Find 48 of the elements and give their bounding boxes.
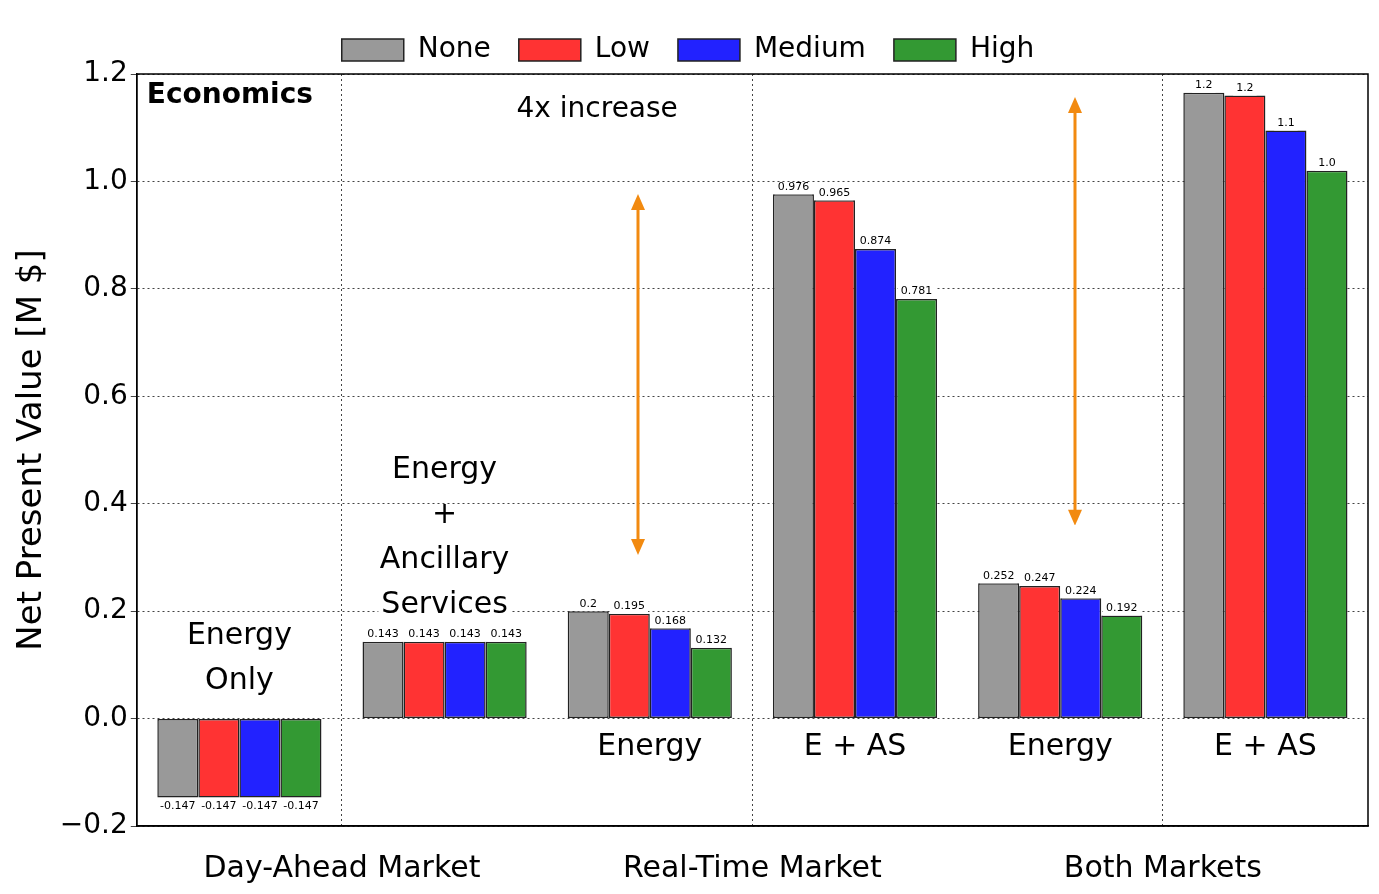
data-label: -0.147 (242, 798, 278, 812)
data-label: 1.0 (1318, 156, 1336, 170)
y-axis-title: Net Present Value [M $] (9, 249, 50, 651)
data-label: 0.224 (1064, 583, 1097, 597)
legend-label: None (417, 31, 491, 65)
y-tick-label: 0.0 (83, 699, 128, 733)
legend-label: Low (594, 31, 650, 65)
data-label: 0.143 (449, 627, 481, 641)
x-tick-label: Energy Only (186, 616, 292, 697)
data-label: -0.147 (283, 798, 319, 812)
x-tick-label: E + AS (1214, 727, 1317, 763)
data-label: 0.195 (613, 599, 646, 613)
y-tick-label: 0.8 (83, 270, 128, 304)
y-tick-label: 0.6 (83, 377, 128, 411)
text: Both Markets (1063, 848, 1262, 884)
data-label: 0.247 (1023, 571, 1056, 585)
data-label: 0.2 (579, 596, 597, 610)
data-label: 0.168 (654, 613, 687, 627)
x-tick-label: E + AS (803, 727, 907, 763)
y-tick-label: 0.2 (83, 592, 128, 626)
legend-label: Medium (753, 31, 866, 65)
text: Day-Ahead Market (203, 848, 481, 884)
x-tick-label: Energy + Ancillary Services (379, 449, 510, 620)
y-tick-label: 1.0 (83, 162, 128, 196)
data-label: -0.147 (201, 798, 237, 812)
x-tick-label: Energy (1007, 727, 1113, 763)
y-tick-label: −0.2 (59, 807, 128, 841)
data-label: 0.874 (859, 234, 892, 248)
annotation: Economics (146, 77, 313, 111)
data-label: 0.143 (408, 627, 440, 641)
data-label: 0.192 (1106, 600, 1138, 614)
data-label: 0.143 (367, 627, 399, 641)
data-label: 0.252 (982, 568, 1015, 582)
annotation: 4x increase (516, 91, 678, 125)
legend-label: High (969, 31, 1035, 65)
data-label: 0.143 (490, 627, 522, 641)
data-label: 0.781 (900, 284, 933, 298)
data-label: 0.965 (818, 185, 851, 199)
data-label: 1.2 (1236, 80, 1254, 94)
data-label: 1.2 (1195, 78, 1213, 92)
data-label: 0.132 (695, 633, 728, 647)
data-label: 0.976 (777, 179, 810, 193)
x-tick-label: Energy (597, 727, 703, 763)
y-tick-label: 0.4 (83, 485, 128, 518)
y-tick-label: 1.2 (83, 55, 128, 89)
data-label: -0.147 (160, 798, 196, 812)
text: Real-Time Market (622, 848, 883, 884)
data-label: 1.1 (1277, 115, 1295, 129)
